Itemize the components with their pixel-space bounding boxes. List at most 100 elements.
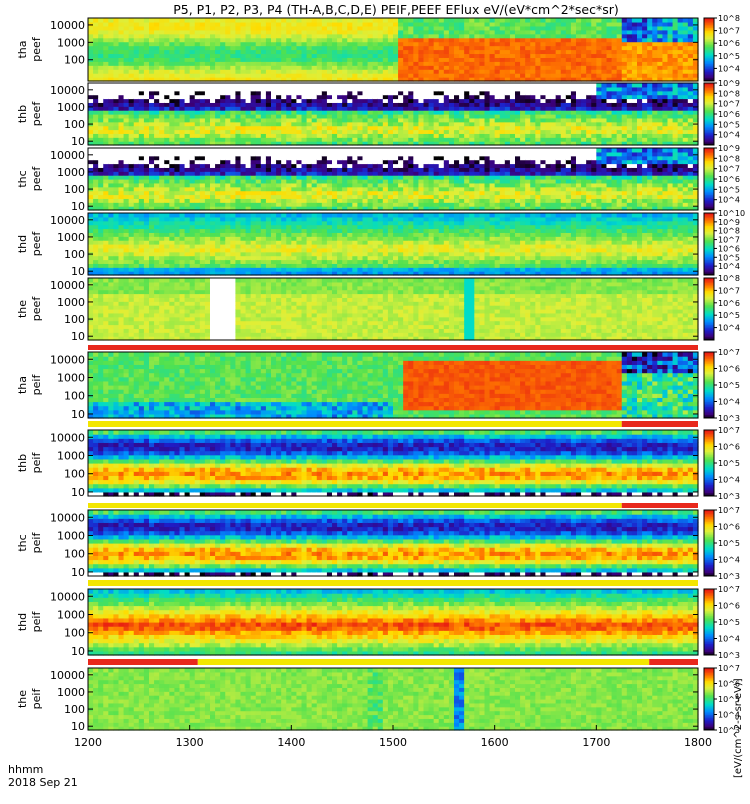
heat-cell bbox=[185, 202, 191, 206]
heat-cell bbox=[286, 191, 292, 195]
heat-cell bbox=[205, 61, 211, 66]
heat-cell bbox=[205, 18, 211, 23]
heat-cell bbox=[383, 148, 389, 152]
heat-cell bbox=[388, 202, 394, 206]
heat-cell bbox=[647, 22, 653, 27]
heat-cell bbox=[383, 195, 389, 199]
colorbar-tick-label: 10^4 bbox=[718, 131, 740, 140]
heat-cell bbox=[627, 95, 633, 99]
heat-cell bbox=[276, 50, 282, 55]
heat-cell bbox=[591, 50, 597, 55]
heat-cell bbox=[139, 175, 145, 179]
heat-cell bbox=[429, 91, 435, 95]
heat-cell bbox=[525, 118, 531, 122]
heat-cell bbox=[429, 95, 435, 99]
heat-cell bbox=[261, 30, 267, 35]
heat-cell bbox=[225, 110, 231, 114]
heat-cell bbox=[398, 167, 404, 171]
heat-cell bbox=[571, 122, 577, 126]
heat-cell bbox=[363, 167, 369, 171]
heat-cell bbox=[520, 69, 526, 74]
heat-cell bbox=[256, 167, 262, 171]
heat-cell bbox=[413, 133, 419, 137]
heat-cell bbox=[134, 133, 140, 137]
heat-cell bbox=[601, 73, 607, 78]
heat-cell bbox=[108, 65, 114, 70]
heat-cell bbox=[449, 122, 455, 126]
heat-cell bbox=[662, 18, 668, 23]
heat-cell bbox=[169, 34, 175, 39]
heat-cell bbox=[266, 191, 272, 195]
heat-cell bbox=[596, 91, 602, 95]
heat-cell bbox=[261, 95, 267, 99]
heat-cell bbox=[332, 65, 338, 70]
heat-cell bbox=[327, 118, 333, 122]
heat-cell bbox=[291, 118, 297, 122]
heat-cell bbox=[571, 95, 577, 99]
heat-cell bbox=[668, 110, 674, 114]
heat-cell bbox=[637, 102, 643, 106]
heat-cell bbox=[266, 61, 272, 66]
heat-cell bbox=[302, 133, 308, 137]
heat-cell bbox=[327, 148, 333, 152]
heat-cell bbox=[276, 137, 282, 141]
heat-cell bbox=[378, 198, 384, 202]
heat-cell bbox=[347, 130, 353, 134]
heat-cell bbox=[190, 53, 196, 58]
heat-cell bbox=[510, 22, 516, 27]
heat-cell bbox=[154, 87, 160, 91]
heat-cell bbox=[246, 61, 252, 66]
heat-cell bbox=[393, 179, 399, 183]
heat-cell bbox=[571, 126, 577, 130]
heat-cell bbox=[281, 26, 287, 31]
heat-cell bbox=[159, 102, 165, 106]
heat-cell bbox=[251, 191, 257, 195]
heat-cell bbox=[342, 187, 348, 191]
heat-cell bbox=[108, 118, 114, 122]
heat-cell bbox=[637, 106, 643, 110]
heat-cell bbox=[246, 202, 252, 206]
heat-cell bbox=[296, 26, 302, 31]
heat-cell bbox=[119, 195, 125, 199]
heat-cell bbox=[627, 91, 633, 95]
heat-cell bbox=[424, 69, 430, 74]
heat-cell bbox=[424, 137, 430, 141]
heat-cell bbox=[495, 18, 501, 23]
heat-cell bbox=[159, 95, 165, 99]
heat-cell bbox=[556, 50, 562, 55]
heat-cell bbox=[317, 38, 323, 43]
heat-cell bbox=[647, 30, 653, 35]
heat-cell bbox=[296, 198, 302, 202]
heat-cell bbox=[190, 18, 196, 23]
heat-cell bbox=[195, 110, 201, 114]
heat-cell bbox=[657, 91, 663, 95]
heat-cell bbox=[129, 65, 135, 70]
heat-cell bbox=[413, 99, 419, 103]
heat-cell bbox=[474, 18, 480, 23]
heat-cell bbox=[378, 110, 384, 114]
heat-cell bbox=[322, 148, 328, 152]
heat-cell bbox=[327, 133, 333, 137]
heat-cell bbox=[398, 118, 404, 122]
heat-cell bbox=[261, 106, 267, 110]
heat-cell bbox=[408, 83, 414, 87]
heat-cell bbox=[464, 34, 470, 39]
heat-cell bbox=[612, 137, 618, 141]
heat-cell bbox=[149, 118, 155, 122]
heat-cell bbox=[164, 91, 170, 95]
heat-cell bbox=[678, 34, 684, 39]
heat-cell bbox=[241, 167, 247, 171]
heat-cell bbox=[144, 137, 150, 141]
heat-cell bbox=[459, 87, 465, 91]
heat-cell bbox=[129, 179, 135, 183]
heat-cell bbox=[510, 53, 516, 58]
heat-cell bbox=[149, 38, 155, 43]
heat-cell bbox=[607, 102, 613, 106]
heat-cell bbox=[281, 95, 287, 99]
heat-cell bbox=[256, 46, 262, 51]
heat-cell bbox=[434, 34, 440, 39]
heat-cell bbox=[581, 50, 587, 55]
heat-cell bbox=[373, 26, 379, 31]
heat-cell bbox=[154, 148, 160, 152]
heat-cell bbox=[500, 83, 506, 87]
